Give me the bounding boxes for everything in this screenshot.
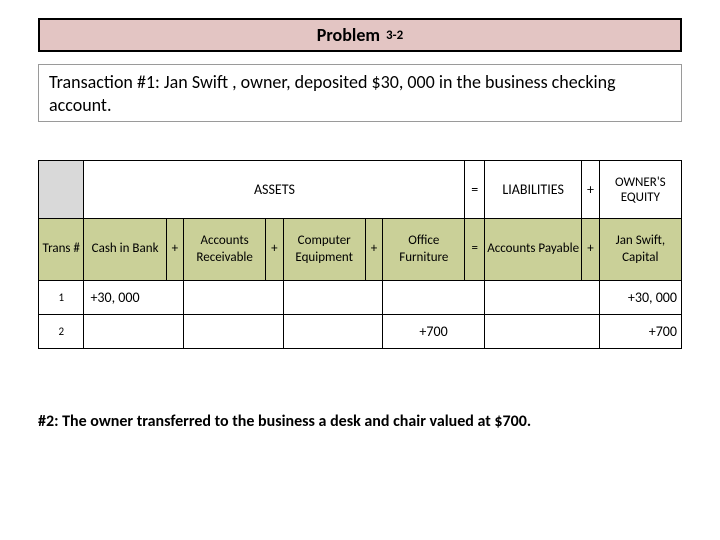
sub-ap: Accounts Payable: [484, 219, 581, 281]
header-equals: =: [465, 161, 484, 219]
row2-cap: +700: [599, 315, 681, 349]
title-number: 3-2: [386, 28, 403, 43]
sub-eq: =: [465, 219, 484, 281]
subheader-row: Trans # Cash in Bank + Accounts Receivab…: [39, 219, 682, 281]
row2-cash: [84, 315, 184, 349]
sub-ce: Computer Equipment: [283, 219, 365, 281]
row2-ce: [283, 315, 383, 349]
row2-of: +700: [383, 315, 485, 349]
row2-num: 2: [39, 315, 84, 349]
sub-plus-1: +: [166, 219, 183, 281]
header-blank: [39, 161, 84, 219]
row2-ap: [484, 315, 599, 349]
row1-ap: [484, 281, 599, 315]
sub-cap: Jan Swift, Capital: [599, 219, 681, 281]
sub-trans: Trans #: [39, 219, 84, 281]
sub-plus-3: +: [365, 219, 382, 281]
row1-cap: +30, 000: [599, 281, 681, 315]
header-assets: ASSETS: [84, 161, 465, 219]
sub-plus-2: +: [266, 219, 283, 281]
transaction-1-text: Transaction #1: Jan Swift , owner, depos…: [38, 64, 682, 122]
sub-ar: Accounts Receivable: [184, 219, 266, 281]
row1-ce: [283, 281, 383, 315]
sub-plus-4: +: [582, 219, 599, 281]
accounting-table: ASSETS = LIABILITIES + OWNER'S EQUITY Tr…: [38, 160, 682, 349]
header-plus: +: [582, 161, 599, 219]
header-row: ASSETS = LIABILITIES + OWNER'S EQUITY: [39, 161, 682, 219]
row2-ar: [184, 315, 284, 349]
header-owners-equity: OWNER'S EQUITY: [599, 161, 681, 219]
transaction-2-text: #2: The owner transferred to the busines…: [38, 412, 682, 431]
sub-cash: Cash in Bank: [84, 219, 166, 281]
row1-num: 1: [39, 281, 84, 315]
sub-of: Office Furniture: [383, 219, 465, 281]
header-liabilities: LIABILITIES: [484, 161, 581, 219]
table-row: 1 +30, 000 +30, 000: [39, 281, 682, 315]
title-bar: Problem 3-2: [38, 18, 682, 52]
row1-of: [383, 281, 485, 315]
title-label: Problem: [317, 24, 380, 46]
row1-ar: [184, 281, 284, 315]
row1-cash: +30, 000: [84, 281, 184, 315]
table-row: 2 +700 +700: [39, 315, 682, 349]
